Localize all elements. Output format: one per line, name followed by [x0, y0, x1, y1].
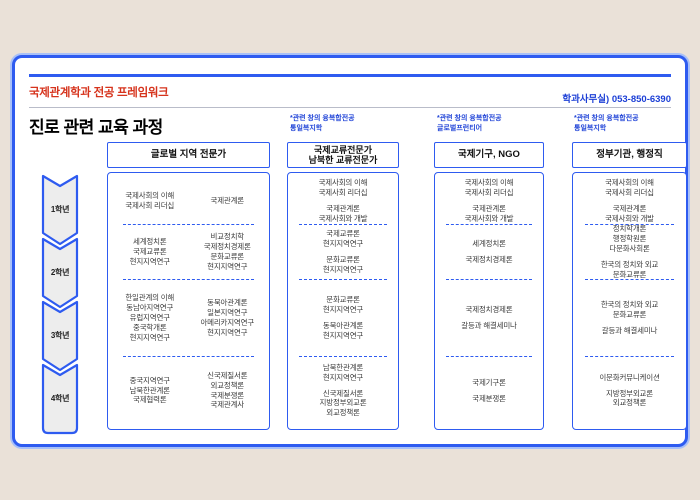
- year-separator: [446, 224, 532, 225]
- year-marker-2: 2학년: [41, 236, 79, 309]
- year1-courses: 국제사회의 이해 국제사회 리더십 국제관계론 국제사회와 개발: [291, 178, 395, 224]
- course-group: 국제교류론 현지지역연구: [322, 229, 364, 249]
- year-separator: [446, 356, 532, 357]
- year1-courses: 국제사회의 이해 국제사회 리더십 국제관계론 국제사회와 개발: [576, 178, 683, 224]
- year-separator: [299, 224, 387, 225]
- column-header: 국제교류전문가 남북한 교류전문가: [287, 142, 399, 168]
- year-arrow-icon: [41, 363, 79, 435]
- course-cell: 중국지역연구 남북한관계론 국제협력론: [129, 375, 170, 405]
- course-group: 갈등과 해결세미나: [601, 325, 658, 335]
- page-title: 진로 관련 교육 과정: [29, 118, 163, 137]
- year-separator: [299, 279, 387, 280]
- course-group: 정치학개론 행정학원론 다문화사회론: [609, 224, 650, 254]
- year4-courses: 이문화커뮤니케이션 지방정부외교론 외교정책론: [576, 357, 683, 424]
- top-rule: [29, 74, 671, 77]
- year-separator: [584, 279, 675, 280]
- column-global-region-expert: 글로벌 지역 전문가 국제사회의 이해 국제사회 리더십 국제관계론 세계정치론…: [107, 142, 270, 430]
- year-separator: [584, 356, 675, 357]
- column-course-box: 국제사회의 이해 국제사회 리더십 국제관계론 국제사회와 개발 세계정치론 국…: [434, 172, 544, 430]
- year-separator: [446, 279, 532, 280]
- year-marker-1: 1학년: [41, 173, 79, 246]
- year-arrow-icon: [41, 174, 79, 246]
- course-group: 국제관계론 국제사회와 개발: [464, 204, 514, 223]
- column-course-box: 국제사회의 이해 국제사회 리더십 국제관계론 세계정치론 국제교류론 현지지역…: [107, 172, 270, 430]
- course-group: 국제정치경제론: [465, 255, 513, 264]
- year-separator: [584, 224, 675, 225]
- year-label: 2학년: [50, 267, 70, 277]
- year-separator: [123, 356, 254, 357]
- year3-courses: 문화교류론 현지지역연구 동북아관계론 현지지역연구: [291, 280, 395, 356]
- course-group: 국제분쟁론: [472, 393, 506, 403]
- year2-courses: 정치학개론 행정학원론 다문화사회론 한국의 정치와 외교 문화교류론: [576, 224, 683, 279]
- column-header: 국제기구, NGO: [434, 142, 544, 168]
- course-group: 신국제질서론 지방정부외교론 외교정책론: [319, 388, 367, 418]
- course-cell: 국제관계론: [210, 196, 245, 206]
- course-group: 문화교류론 현지지역연구: [322, 255, 364, 274]
- course-group: 국제사회의 이해 국제사회 리더십: [318, 178, 368, 198]
- course-cell: 비교정치학 국제정치경제론 문화교류론 현지지역연구: [203, 232, 251, 271]
- year3-courses: 한국의 정치와 외교 문화교류론 갈등과 해결세미나: [576, 280, 683, 356]
- course-group: 국제관계론 국제사회와 개발: [318, 204, 368, 223]
- column-government: 정부기관, 행정직 국제사회의 이해 국제사회 리더십 국제관계론 국제사회와 …: [572, 142, 687, 430]
- related-major-note: *관련 창의 융복합전공 글로벌프런티어: [437, 115, 502, 132]
- year-label: 1학년: [50, 204, 70, 214]
- year4-courses: 국제기구론 국제분쟁론: [438, 357, 540, 424]
- course-cell: 국제사회의 이해 국제사회 리더십: [125, 191, 175, 210]
- course-cell: 신국제질서론 외교정책론 국제분쟁론 국제관계사: [207, 370, 248, 410]
- course-cell: 동북아관계론 일본지역연구 아메리카지역연구 현지지역연구: [200, 298, 255, 337]
- column-header: 정부기관, 행정직: [572, 142, 687, 168]
- course-group: 국제정치경제론: [465, 305, 513, 315]
- column-header: 글로벌 지역 전문가: [107, 142, 270, 168]
- year2-courses: 세계정치론 국제교류론 현지지역연구 비교정치학 국제정치경제론 문화교류론 현…: [111, 225, 266, 279]
- course-cell: 한일관계의 이해 동남아지역연구 유럽지역연구 중국학개론 현지지역연구: [125, 293, 175, 342]
- course-group: 문화교류론 현지지역연구: [322, 295, 364, 315]
- year-arrow-icon: [41, 237, 79, 309]
- course-group: 갈등과 해결세미나: [461, 321, 517, 330]
- related-major-note: *관련 창의 융복합전공 통일복지학: [290, 115, 355, 132]
- column-international-org: 국제기구, NGO 국제사회의 이해 국제사회 리더십 국제관계론 국제사회와 …: [434, 142, 544, 430]
- year-separator: [123, 279, 254, 280]
- year4-courses: 남북한관계론 현지지역연구 신국제질서론 지방정부외교론 외교정책론: [291, 357, 395, 424]
- year2-courses: 세계정치론 국제정치경제론: [438, 225, 540, 279]
- course-group: 동북아관계론 현지지역연구: [322, 321, 364, 340]
- course-group: 이문화커뮤니케이션: [599, 372, 660, 382]
- column-course-box: 국제사회의 이해 국제사회 리더십 국제관계론 국제사회와 개발 정치학개론 행…: [572, 172, 687, 430]
- year-separator: [299, 356, 387, 357]
- column-exchange-expert: 국제교류전문가 남북한 교류전문가 국제사회의 이해 국제사회 리더십 국제관계…: [287, 142, 399, 430]
- course-group: 국제관계론 국제사회와 개발: [605, 204, 654, 223]
- year-label: 4학년: [50, 393, 70, 403]
- framework-card: 국제관계학과 전공 프레임워크 학과사무실) 053-850-6390 진로 관…: [12, 55, 688, 447]
- related-major-note: *관련 창의 융복합전공 통일복지학: [574, 115, 639, 132]
- course-group: 한국의 정치와 외교 문화교류론: [600, 259, 659, 279]
- year-label: 3학년: [50, 330, 70, 340]
- course-group: 세계정치론: [472, 239, 506, 249]
- course-group: 국제기구론: [472, 377, 506, 387]
- course-group: 지방정부외교론 외교정책론: [606, 388, 653, 408]
- year-arrow-icon: [41, 300, 79, 372]
- year1-courses: 국제사회의 이해 국제사회 리더십 국제관계론 국제사회와 개발: [438, 178, 540, 224]
- year-marker-3: 3학년: [41, 299, 79, 372]
- year3-courses: 국제정치경제론 갈등과 해결세미나: [438, 280, 540, 356]
- course-group: 남북한관계론 현지지역연구: [322, 362, 364, 382]
- course-group: 국제사회의 이해 국제사회 리더십: [605, 178, 654, 198]
- course-cell: 세계정치론 국제교류론 현지지역연구: [129, 237, 170, 266]
- year4-courses: 중국지역연구 남북한관계론 국제협력론 신국제질서론 외교정책론 국제분쟁론 국…: [111, 357, 266, 424]
- year1-courses: 국제사회의 이해 국제사회 리더십 국제관계론: [111, 178, 266, 224]
- office-phone: 학과사무실) 053-850-6390: [562, 94, 671, 105]
- header-divider: [29, 107, 671, 108]
- year-marker-4: 4학년: [41, 362, 79, 435]
- year3-courses: 한일관계의 이해 동남아지역연구 유럽지역연구 중국학개론 현지지역연구 동북아…: [111, 280, 266, 356]
- year2-courses: 국제교류론 현지지역연구 문화교류론 현지지역연구: [291, 225, 395, 279]
- year-separator: [123, 224, 254, 225]
- department-title: 국제관계학과 전공 프레임워크: [29, 87, 169, 99]
- column-course-box: 국제사회의 이해 국제사회 리더십 국제관계론 국제사회와 개발 국제교류론 현…: [287, 172, 399, 430]
- course-group: 국제사회의 이해 국제사회 리더십: [464, 178, 514, 198]
- course-group: 한국의 정치와 외교 문화교류론: [600, 300, 659, 320]
